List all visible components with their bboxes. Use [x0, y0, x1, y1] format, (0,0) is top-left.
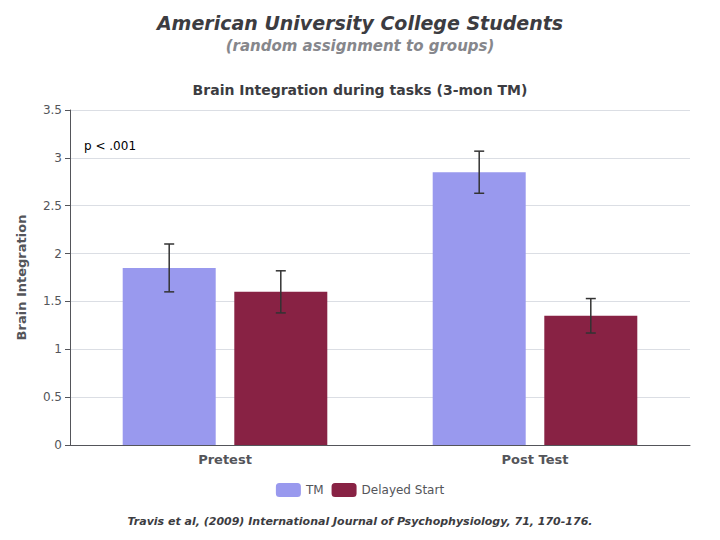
svg-text:1: 1	[54, 342, 62, 356]
svg-text:2.5: 2.5	[43, 199, 62, 213]
svg-text:Post Test: Post Test	[502, 452, 569, 467]
svg-text:Delayed Start: Delayed Start	[362, 483, 445, 497]
svg-text:Travis et al, (2009) Internati: Travis et al, (2009) International Journ…	[128, 515, 593, 528]
svg-text:Pretest: Pretest	[198, 452, 252, 467]
svg-text:0: 0	[54, 438, 62, 452]
svg-text:3: 3	[54, 151, 62, 165]
svg-text:3.5: 3.5	[43, 103, 62, 117]
svg-text:0.5: 0.5	[43, 390, 62, 404]
svg-text:p < .001: p < .001	[84, 139, 136, 153]
svg-text:(random assignment to groups): (random assignment to groups)	[226, 37, 495, 55]
svg-text:Brain Integration: Brain Integration	[14, 215, 29, 341]
svg-text:American University College St: American University College Students	[155, 12, 563, 34]
svg-text:2: 2	[54, 247, 62, 261]
svg-text:Brain Integration during tasks: Brain Integration during tasks (3-mon TM…	[193, 82, 528, 98]
svg-text:TM: TM	[305, 483, 324, 497]
svg-text:1.5: 1.5	[43, 294, 62, 308]
